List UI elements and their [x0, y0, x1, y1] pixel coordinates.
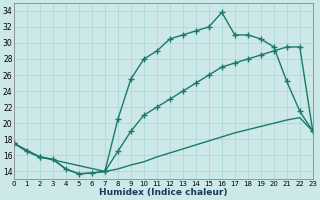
X-axis label: Humidex (Indice chaleur): Humidex (Indice chaleur) [99, 188, 228, 197]
